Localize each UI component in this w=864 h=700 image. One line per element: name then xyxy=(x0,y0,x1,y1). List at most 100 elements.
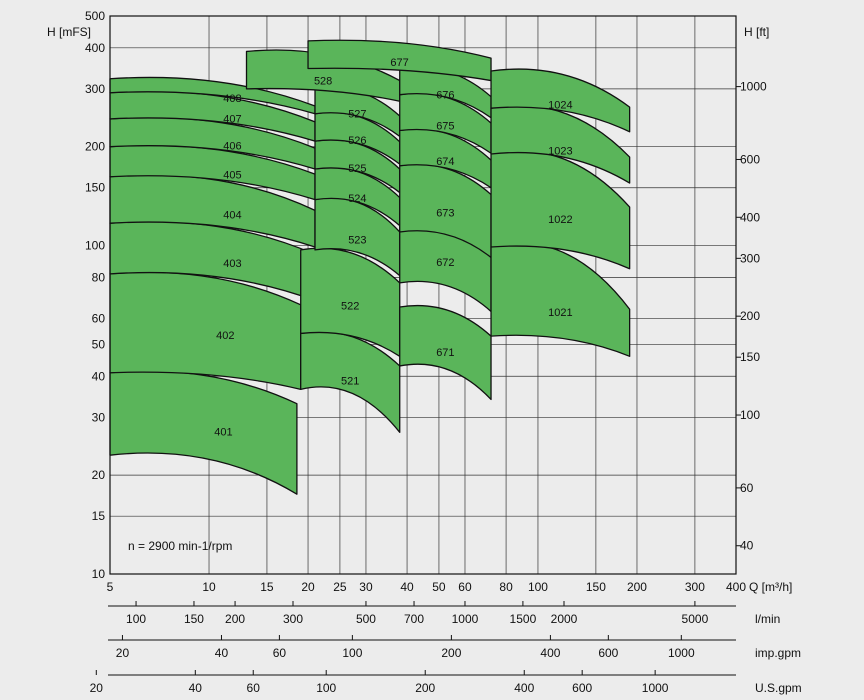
x-tick-label: 150 xyxy=(586,580,606,594)
scale-tick-label: 1000 xyxy=(642,681,669,695)
scale-tick-label: 400 xyxy=(540,646,560,660)
x-tick-label: 20 xyxy=(301,580,315,594)
zone-label: 521 xyxy=(341,375,359,387)
zone-label: 677 xyxy=(390,57,408,69)
y-tick-label: 500 xyxy=(85,9,105,23)
y-right-tick-label: 600 xyxy=(740,152,760,166)
y-right-tick-label: 200 xyxy=(740,309,760,323)
x-tick-label: 80 xyxy=(499,580,513,594)
zone-label: 407 xyxy=(223,114,241,126)
zone-label: 522 xyxy=(341,301,359,313)
zone-label: 404 xyxy=(223,209,241,221)
x-tick-label: 10 xyxy=(202,580,216,594)
scale-tick-label: 1000 xyxy=(452,612,479,626)
scale-tick-label: 40 xyxy=(189,681,203,695)
scale-tick-label: 60 xyxy=(273,646,287,660)
y-right-tick-label: 400 xyxy=(740,210,760,224)
y-tick-label: 20 xyxy=(92,468,106,482)
y-tick-label: 15 xyxy=(92,509,106,523)
x-tick-label: 30 xyxy=(359,580,373,594)
scale-unit-label: l/min xyxy=(755,612,780,626)
y-tick-label: 40 xyxy=(92,369,106,383)
zone-label: 672 xyxy=(436,257,454,269)
zone-label: 525 xyxy=(348,163,366,175)
x-tick-label: 15 xyxy=(260,580,274,594)
zone-label: 403 xyxy=(223,258,241,270)
plot-frame xyxy=(109,15,737,575)
y-right-tick-label: 150 xyxy=(740,350,760,364)
pump-zone-671 xyxy=(399,304,492,401)
y-right-tick-label: 300 xyxy=(740,251,760,265)
zone-label: 676 xyxy=(436,89,454,101)
scale-tick-label: 20 xyxy=(90,681,104,695)
scale-tick-label: 2000 xyxy=(551,612,578,626)
scale-tick-label: 700 xyxy=(404,612,424,626)
scale-tick-label: 1000 xyxy=(668,646,695,660)
scale-tick-label: 60 xyxy=(247,681,261,695)
zone-label: 527 xyxy=(348,109,366,121)
y-tick-label: 10 xyxy=(92,567,106,581)
scale-tick-label: 5000 xyxy=(682,612,709,626)
zone-label: 406 xyxy=(223,141,241,153)
scale-tick-label: 1500 xyxy=(510,612,537,626)
zone-label: 523 xyxy=(348,234,366,246)
scale-tick-label: 600 xyxy=(572,681,592,695)
y-tick-label: 60 xyxy=(92,311,106,325)
zone-label: 402 xyxy=(216,330,234,342)
zone-label: 671 xyxy=(436,347,454,359)
x-axis-label: Q [m³/h] xyxy=(749,580,792,594)
scale-tick-label: 500 xyxy=(356,612,376,626)
x-tick-label: 50 xyxy=(432,580,446,594)
y-tick-label: 200 xyxy=(85,140,105,154)
scale-tick-label: 200 xyxy=(441,646,461,660)
zone-label: 1021 xyxy=(548,307,572,319)
zone-label: 526 xyxy=(348,135,366,147)
zone-label: 408 xyxy=(223,93,241,105)
y-right-tick-label: 100 xyxy=(740,408,760,422)
y-tick-label: 30 xyxy=(92,410,106,424)
zone-label: 401 xyxy=(214,426,232,438)
scale-tick-label: 40 xyxy=(215,646,229,660)
zone-label: 524 xyxy=(348,193,366,205)
speed-annotation: n = 2900 min-1/rpm xyxy=(128,539,232,553)
scale-tick-label: 200 xyxy=(225,612,245,626)
x-tick-label: 25 xyxy=(333,580,347,594)
scale-tick-label: 20 xyxy=(116,646,130,660)
unit-scales: 100 150 200 300 500 700 1000 1500 2000 5000 l/min 2… xyxy=(90,601,802,695)
y-right-axis-label: H [ft] xyxy=(744,25,769,39)
scale-tick-label: 600 xyxy=(598,646,618,660)
y-tick-label: 300 xyxy=(85,82,105,96)
y-right-tick-label: 1000 xyxy=(740,80,767,94)
y-tick-label: 400 xyxy=(85,41,105,55)
zone-label: 674 xyxy=(436,156,454,168)
scale-tick-label: 200 xyxy=(415,681,435,695)
x-tick-label: 60 xyxy=(458,580,472,594)
y-tick-label: 50 xyxy=(92,337,106,351)
x-tick-label: 400 xyxy=(726,580,746,594)
zone-label: 1023 xyxy=(548,146,572,158)
zone-label: 1022 xyxy=(548,214,572,226)
scale-tick-label: 100 xyxy=(126,612,146,626)
scale-tick-label: 100 xyxy=(342,646,362,660)
zone-label: 673 xyxy=(436,207,454,219)
x-tick-label: 100 xyxy=(528,580,548,594)
x-tick-label: 40 xyxy=(400,580,414,594)
x-tick-label: 5 xyxy=(107,580,114,594)
scale-tick-label: 100 xyxy=(316,681,336,695)
pump-zone-1024 xyxy=(490,68,631,133)
y-tick-label: 150 xyxy=(85,181,105,195)
x-tick-label: 300 xyxy=(685,580,705,594)
scale-tick-label: 150 xyxy=(184,612,204,626)
x-tick-label: 200 xyxy=(627,580,647,594)
scale-unit-label: imp.gpm xyxy=(755,646,801,660)
zone-label: 528 xyxy=(314,76,332,88)
scale-tick-label: 300 xyxy=(283,612,303,626)
zone-label: 1024 xyxy=(548,100,572,112)
axes: 10 15 20 30 40 50 60 80 100 150 200 300 400 500 40 60 10… xyxy=(47,9,792,594)
zone-label: 405 xyxy=(223,169,241,181)
y-tick-label: 80 xyxy=(92,270,106,284)
zone-label: 675 xyxy=(436,120,454,132)
pump-zones: 401 402 403 404 405 406 407 408 521 522 523 524 525 5… xyxy=(109,39,631,495)
scale-unit-label: U.S.gpm xyxy=(755,681,802,695)
